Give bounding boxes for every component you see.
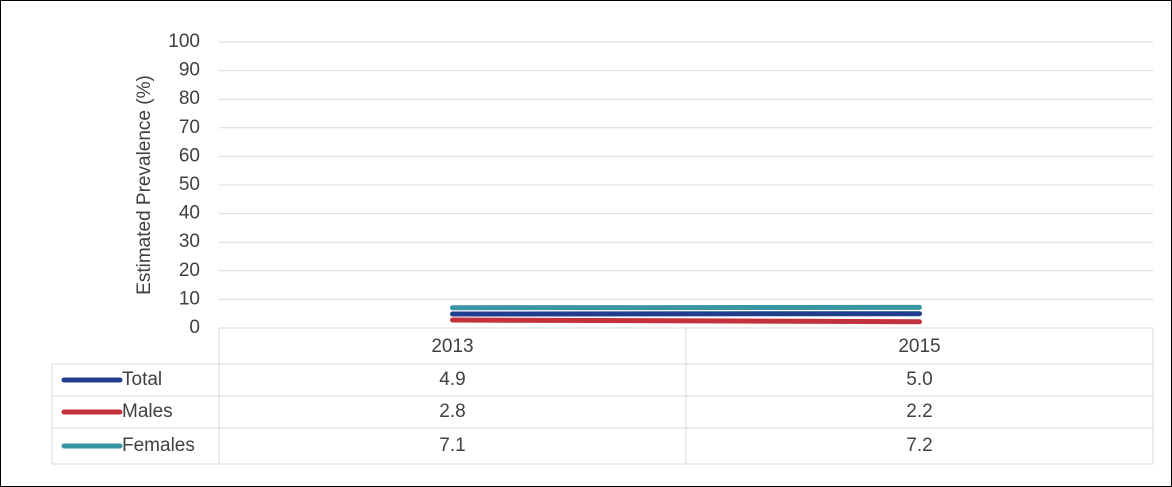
y-tick-label: 30 xyxy=(179,231,200,252)
y-tick-label: 20 xyxy=(179,260,200,281)
x-tick-label: 2015 xyxy=(898,336,940,357)
table-value: 5.0 xyxy=(906,369,932,390)
table-value: 2.2 xyxy=(906,401,932,422)
y-tick-label: 10 xyxy=(179,288,200,309)
legend-label: Females xyxy=(122,435,195,456)
legend-label: Males xyxy=(122,401,173,422)
y-tick-label: 40 xyxy=(179,203,200,224)
table-value: 2.8 xyxy=(439,401,465,422)
y-axis-label: Estimated Prevalence (%) xyxy=(134,75,155,295)
y-tick-label: 80 xyxy=(179,88,200,109)
y-tick-label: 100 xyxy=(168,31,200,52)
y-tick-label: 0 xyxy=(189,317,200,338)
table-value: 7.1 xyxy=(439,435,465,456)
y-tick-label: 70 xyxy=(179,117,200,138)
table-value: 4.9 xyxy=(439,369,465,390)
table-value: 7.2 xyxy=(906,435,932,456)
line xyxy=(450,317,922,325)
y-tick-label: 50 xyxy=(179,174,200,195)
x-tick-label: 2013 xyxy=(431,336,473,357)
legend-label: Total xyxy=(122,369,162,390)
y-tick-label: 60 xyxy=(179,145,200,166)
y-tick-label: 90 xyxy=(179,60,200,81)
